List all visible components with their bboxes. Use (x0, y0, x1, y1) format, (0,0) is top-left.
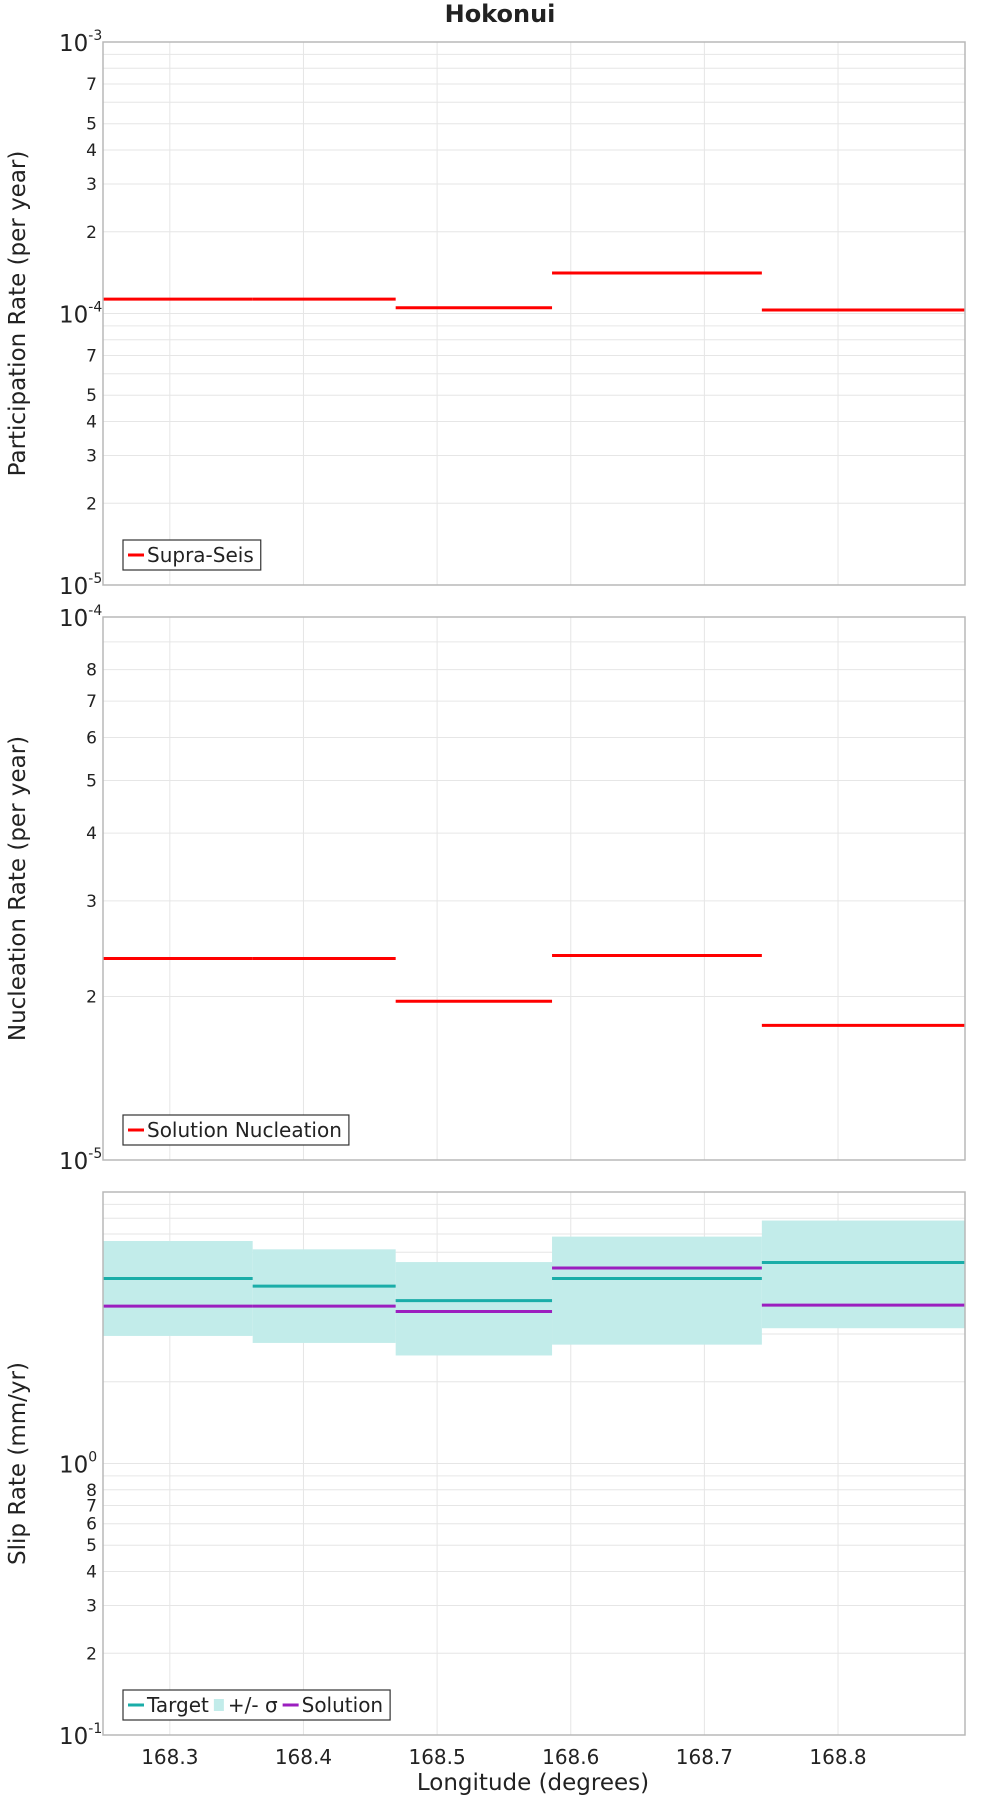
y-tick-label: 8 (86, 1481, 97, 1501)
y-tick-label: 5 (86, 1536, 97, 1556)
y-tick-label: 6 (86, 728, 97, 748)
sigma-band-segment (761, 1220, 965, 1329)
y-tick-label: 2 (86, 1644, 97, 1664)
y-tick-label: 7 (86, 1497, 97, 1517)
y-axis-label: Participation Rate (per year) (5, 151, 31, 477)
y-tick-label: 2 (86, 223, 97, 243)
y-axis-label: Nucleation Rate (per year) (5, 736, 31, 1041)
legend-label: Solution (302, 1693, 383, 1717)
y-tick-label: 4 (86, 1563, 97, 1583)
legend: Solution Nucleation (122, 1114, 350, 1146)
y-tick-label: 4 (86, 824, 97, 844)
y-axis-label: Slip Rate (mm/yr) (5, 1362, 31, 1565)
panel-1: 7 5 4 3 2 7 5 4 3 2 10-3 10-4 10-5 Participation Rate… (5, 28, 966, 600)
y-major-tick-label: 10-5 (59, 571, 102, 600)
legend: Supra-Seis (122, 539, 262, 571)
panel-2: 8 7 6 5 4 3 2 10-4 10-5 Nucleation Rate (per year… (5, 603, 966, 1175)
sigma-band-segment (395, 1262, 553, 1356)
legend: Target +/- σ Solution (122, 1689, 391, 1721)
legend-box (122, 1689, 391, 1721)
y-tick-label: 3 (86, 1596, 97, 1616)
y-tick-label: 7 (86, 75, 97, 95)
y-tick-label: 5 (86, 115, 97, 135)
y-tick-label: 5 (86, 771, 97, 791)
legend-swatch (213, 1699, 224, 1711)
x-axis-label: Longitude (degrees) (417, 1770, 649, 1796)
y-tick-label: 7 (86, 692, 97, 712)
plot-frame (102, 41, 966, 586)
x-tick-label: 168.6 (542, 1745, 599, 1769)
y-tick-label: 7 (86, 347, 97, 367)
y-major-tick-label: 10-1 (59, 1721, 102, 1750)
y-major-tick-label: 100 (59, 1450, 97, 1479)
legend-box (122, 1114, 350, 1146)
legend-label: +/- σ (228, 1693, 278, 1717)
y-major-tick-label: 10-4 (59, 603, 102, 632)
y-tick-label: 5 (86, 386, 97, 406)
sigma-band-segment (252, 1249, 396, 1343)
x-tick-label: 168.7 (676, 1745, 733, 1769)
sigma-band-segment (552, 1236, 762, 1345)
y-tick-label: 3 (86, 175, 97, 195)
x-tick-label: 168.8 (809, 1745, 866, 1769)
x-tick-label: 168.3 (141, 1745, 198, 1769)
legend-box (122, 539, 262, 571)
y-major-tick-label: 10-3 (59, 28, 102, 57)
chart-title: Hokonui (445, 0, 556, 28)
x-tick-label: 168.4 (275, 1745, 332, 1769)
y-major-tick-label: 10-4 (59, 300, 102, 329)
y-tick-label: 3 (86, 446, 97, 466)
sigma-band-segment (103, 1240, 253, 1336)
y-major-tick-label: 10-5 (59, 1146, 102, 1175)
legend-label: Solution Nucleation (147, 1118, 342, 1142)
y-tick-label: 8 (86, 661, 97, 681)
plot-frame (102, 616, 966, 1161)
y-tick-label: 3 (86, 892, 97, 912)
y-tick-label: 2 (86, 494, 97, 514)
y-tick-label: 4 (86, 413, 97, 433)
legend-label: Supra-Seis (147, 543, 254, 567)
y-tick-label: 6 (86, 1515, 97, 1535)
y-tick-label: 4 (86, 141, 97, 161)
legend-label: Target (146, 1693, 209, 1717)
y-tick-label: 2 (86, 988, 97, 1008)
plot-frame (102, 1191, 966, 1736)
x-tick-label: 168.5 (408, 1745, 465, 1769)
